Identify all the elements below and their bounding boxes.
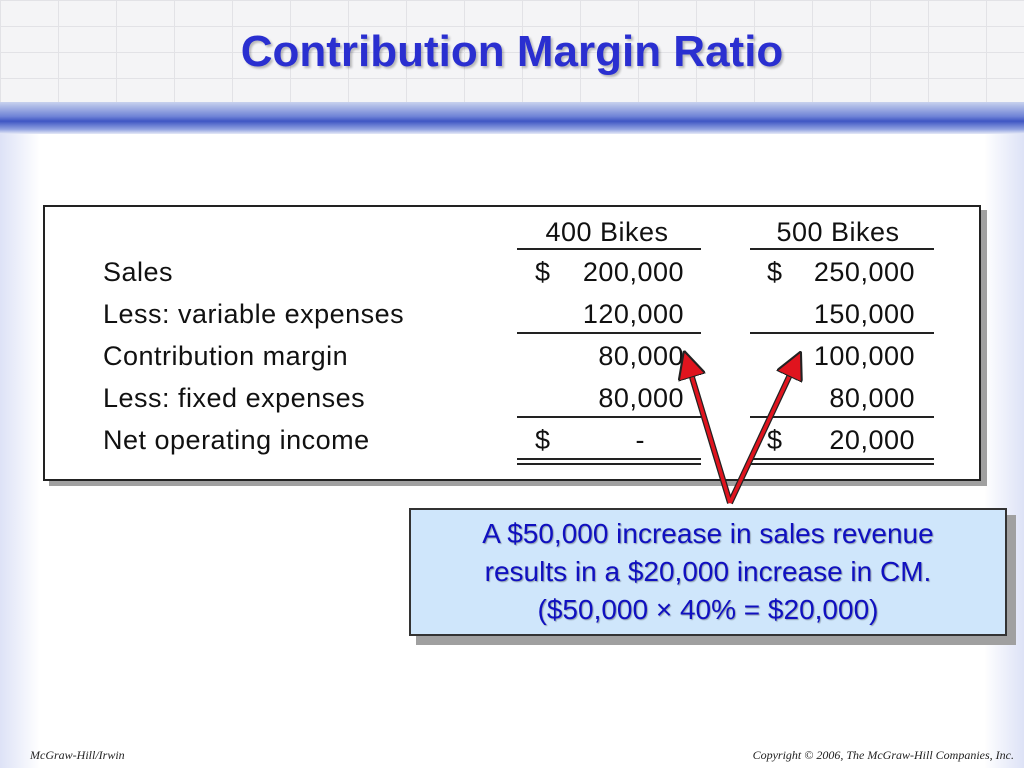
income-statement-table: 400 Bikes 500 Bikes Sales $ 200,000 $ 25…: [43, 205, 981, 481]
row-label-net-operating-income: Net operating income: [103, 425, 370, 455]
callout-line: ($50,000 × 40% = $20,000): [537, 594, 879, 625]
table-row: Less: fixed expenses 80,000 80,000: [45, 377, 979, 419]
sales-500: 250,000: [813, 257, 915, 287]
header-band: [0, 102, 1024, 134]
column-header-500-bikes: 500 Bikes: [776, 217, 900, 247]
callout-line: A $50,000 increase in sales revenue: [482, 518, 934, 549]
subtotal-rule-500: [750, 332, 934, 334]
fixed-expenses-400: 80,000: [598, 383, 684, 413]
slide-title: Contribution Margin Ratio: [240, 27, 784, 76]
callout-line: results in a $20,000 increase in CM.: [484, 556, 932, 587]
currency-symbol: $: [535, 425, 551, 455]
row-label-fixed-expenses: Less: fixed expenses: [103, 383, 366, 413]
net-operating-income-400: -: [635, 425, 645, 455]
header-grid: [0, 0, 1024, 102]
footer-copyright: Copyright © 2006, The McGraw-Hill Compan…: [752, 748, 1014, 762]
subtotal-rule-400: [517, 416, 701, 418]
row-label-variable-expenses: Less: variable expenses: [103, 299, 405, 329]
fixed-expenses-500: 80,000: [829, 383, 915, 413]
contribution-margin-400: 80,000: [598, 341, 684, 371]
variable-expenses-500: 150,000: [813, 299, 915, 329]
table-row: Contribution margin 80,000 100,000: [45, 335, 979, 377]
total-double-rule-400: [517, 458, 701, 465]
net-operating-income-500: 20,000: [829, 425, 915, 455]
column-header-400-bikes: 400 Bikes: [545, 217, 669, 247]
footer-publisher: McGraw-Hill/Irwin: [30, 748, 125, 762]
total-double-rule-500: [750, 458, 934, 465]
table-row: Net operating income $ - $ 20,000: [45, 419, 979, 461]
subtotal-rule-500: [750, 416, 934, 418]
table-row: Less: variable expenses 120,000 150,000: [45, 293, 979, 335]
table-header-row: 400 Bikes 500 Bikes: [45, 211, 979, 253]
table-row: Sales $ 200,000 $ 250,000: [45, 251, 979, 293]
callout-box: A $50,000 increase in sales revenue resu…: [409, 508, 1007, 636]
variable-expenses-400: 120,000: [582, 299, 684, 329]
subtotal-rule-400: [517, 332, 701, 334]
header-underline-400: [517, 248, 701, 250]
contribution-margin-500: 100,000: [813, 341, 915, 371]
row-label-sales: Sales: [103, 257, 174, 287]
header-underline-500: [750, 248, 934, 250]
currency-symbol: $: [535, 257, 551, 287]
currency-symbol: $: [767, 257, 783, 287]
row-label-contribution-margin: Contribution margin: [103, 341, 349, 371]
sales-400: 200,000: [582, 257, 684, 287]
currency-symbol: $: [767, 425, 783, 455]
